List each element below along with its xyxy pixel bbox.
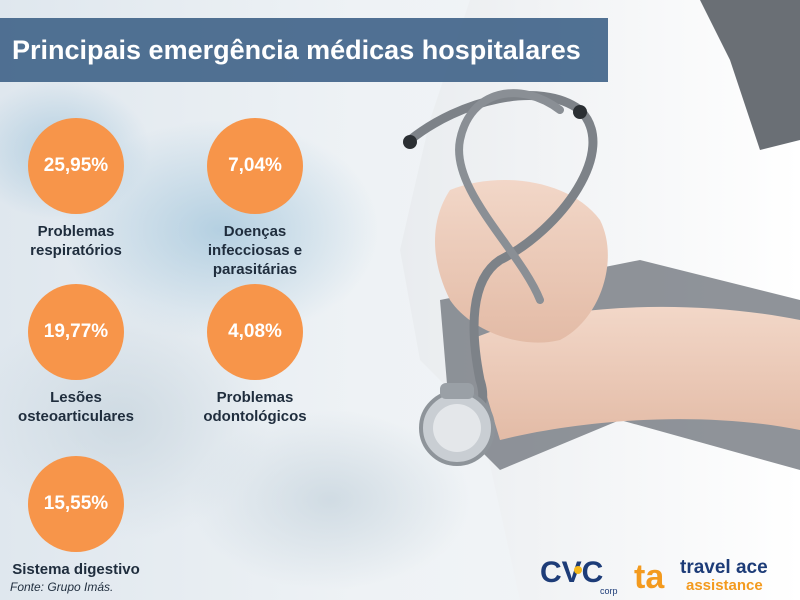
svg-text:corp: corp [600, 586, 618, 596]
stat-respiratory: 25,95% Problemas respiratórios [0, 118, 176, 260]
stat-value: 15,55% [43, 493, 109, 514]
stat-label: Lesões osteoarticulares [18, 389, 134, 425]
stat-digestive: 15,55% Sistema digestivo [0, 456, 176, 579]
stat-value: 25,95% [43, 155, 109, 176]
partner-logos: CVC corp ta travel ace assistance [540, 556, 768, 596]
title-bar: Principais emergência médicas hospitalar… [0, 18, 608, 82]
stat-label: Problemas respiratórios [30, 223, 122, 259]
stat-label: Doenças infecciosas e parasitárias [207, 223, 303, 278]
stat-circle: 7,04% [207, 118, 303, 214]
stat-value: 19,77% [43, 321, 109, 342]
stat-circle: 25,95% [28, 118, 124, 214]
stat-value: 4,08% [228, 321, 282, 342]
travel-ace-assistance-logo: ta travel ace assistance [634, 557, 768, 596]
svg-text:ta: ta [634, 558, 665, 596]
stat-value: 7,04% [228, 155, 282, 176]
stat-circle: 15,55% [28, 456, 124, 552]
stat-label: Sistema digestivo [12, 561, 140, 578]
source-note: Fonte: Grupo Imás. [10, 580, 114, 594]
svg-text:assistance: assistance [686, 577, 763, 594]
svg-text:CVC: CVC [540, 556, 603, 589]
stat-infectious: 7,04% Doenças infecciosas e parasitárias [155, 118, 355, 279]
stat-circle: 19,77% [28, 284, 124, 380]
stat-circle: 4,08% [207, 284, 303, 380]
svg-text:travel ace: travel ace [680, 557, 768, 578]
cvc-corp-logo: CVC corp [540, 556, 618, 596]
stat-dental: 4,08% Problemas odontológicos [155, 284, 355, 426]
page-title: Principais emergência médicas hospitalar… [12, 35, 581, 65]
stat-label: Problemas odontológicos [203, 389, 307, 425]
stat-osteoarticular: 19,77% Lesões osteoarticulares [0, 284, 176, 426]
